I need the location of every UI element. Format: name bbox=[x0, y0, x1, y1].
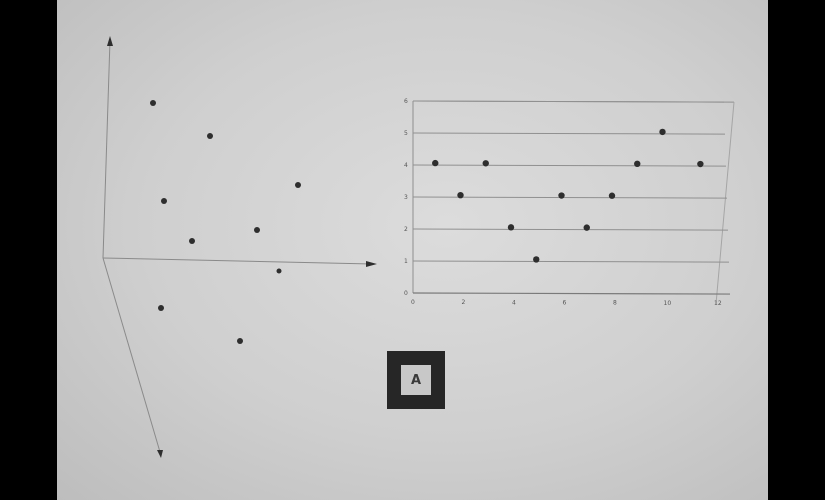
right-point bbox=[697, 160, 704, 168]
right-point bbox=[507, 224, 515, 231]
right-y-tick-label: 1 bbox=[404, 258, 408, 265]
right-point bbox=[634, 160, 641, 168]
right-x-tick-label: 2 bbox=[462, 299, 466, 306]
left-horizontal-arrowhead bbox=[366, 261, 377, 267]
right-point bbox=[608, 192, 616, 199]
left-point bbox=[189, 238, 195, 244]
right-point bbox=[432, 159, 439, 167]
left-point bbox=[150, 100, 156, 106]
left-point bbox=[158, 305, 164, 311]
right-gridline bbox=[412, 164, 727, 167]
right-point bbox=[482, 160, 489, 167]
left-point bbox=[237, 338, 243, 344]
left-horizontal-axis bbox=[102, 257, 373, 265]
right-point bbox=[583, 224, 590, 231]
left-axes bbox=[102, 36, 377, 458]
fiducial-marker: A bbox=[387, 351, 445, 409]
right-y-tick-label: 0 bbox=[404, 290, 408, 297]
right-gridline bbox=[412, 100, 725, 103]
right-gridline bbox=[412, 132, 726, 135]
right-edge bbox=[715, 102, 735, 305]
left-point bbox=[207, 133, 213, 139]
left-vertical-axis bbox=[102, 39, 111, 259]
right-x-tick-label: 8 bbox=[613, 300, 617, 307]
right-gridline bbox=[412, 260, 730, 263]
right-x-tick-label: 6 bbox=[563, 300, 567, 307]
left-depth-arrowhead bbox=[157, 450, 163, 458]
right-point bbox=[533, 256, 540, 263]
right-y-tick-label: 2 bbox=[404, 226, 408, 233]
right-gridlines bbox=[412, 100, 735, 305]
right-point bbox=[457, 191, 464, 199]
left-point bbox=[161, 198, 167, 204]
right-point bbox=[558, 192, 565, 199]
right-gridline bbox=[412, 292, 731, 295]
right-points bbox=[432, 128, 704, 263]
left-depth-axis bbox=[102, 257, 161, 453]
right-x-tick-label: 4 bbox=[512, 299, 516, 306]
left-point bbox=[295, 182, 301, 188]
right-y-tick-label: 4 bbox=[404, 162, 408, 169]
right-y-tick-label: 3 bbox=[404, 194, 408, 201]
right-x-tick-label: 10 bbox=[664, 300, 672, 307]
marker-label: A bbox=[401, 365, 431, 395]
right-x-tick-label: 12 bbox=[714, 300, 722, 307]
right-gridline bbox=[412, 228, 729, 231]
left-point bbox=[254, 227, 260, 233]
right-gridline bbox=[412, 196, 728, 199]
right-point bbox=[659, 128, 666, 136]
left-points bbox=[150, 100, 301, 344]
right-x-tick-label: 0 bbox=[411, 299, 415, 306]
right-y-tick-label: 6 bbox=[404, 98, 408, 105]
left-vertical-arrowhead bbox=[107, 36, 113, 46]
right-y-tick-label: 5 bbox=[404, 130, 408, 137]
left-point bbox=[276, 268, 282, 274]
